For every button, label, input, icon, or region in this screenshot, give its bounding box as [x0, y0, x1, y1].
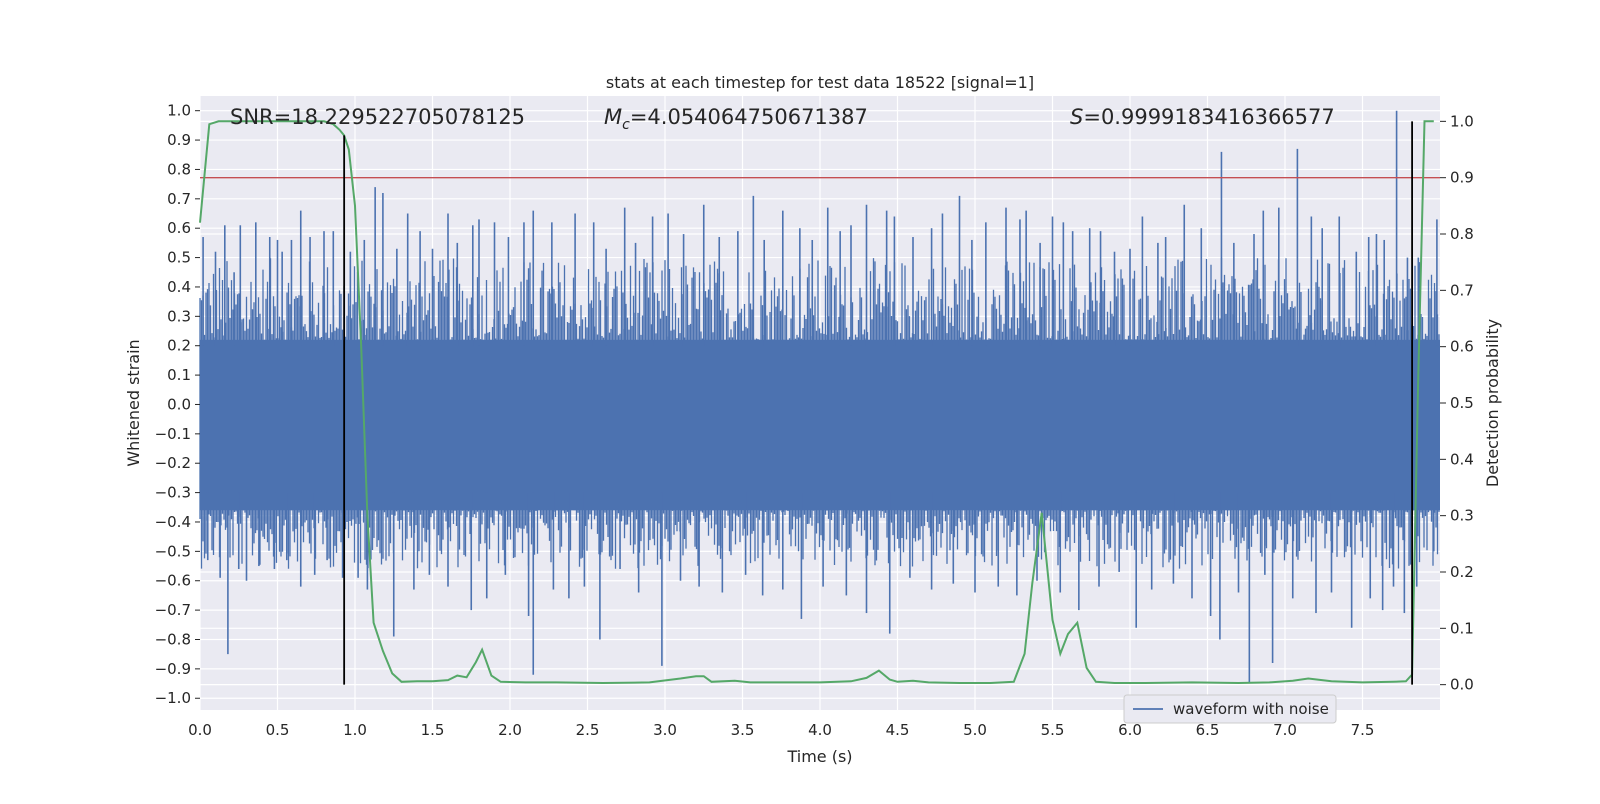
statistic-symbol: S	[1070, 105, 1083, 129]
y-tick-label: 0.1	[167, 366, 191, 384]
x-tick-label: 3.5	[731, 721, 755, 739]
chirp-mass-value: =4.054064750671387	[630, 105, 868, 129]
x-tick-label: 5.0	[963, 721, 987, 739]
x-tick-label: 1.5	[421, 721, 445, 739]
x-axis-ticks: 0.0 0.5 1.0 1.5 2.0 2.5 3.0 3.5 4.0 4.5 5.0 5.5 6.0 6…	[188, 721, 1374, 739]
legend: waveform with noise	[1123, 694, 1337, 724]
statistic-value: =0.9999183416366577	[1083, 105, 1334, 129]
x-tick-label: 7.5	[1351, 721, 1375, 739]
y2-tick-label: 0.0	[1450, 676, 1474, 694]
y2-tick-label: 0.1	[1450, 619, 1474, 637]
y-tick-label: −1.0	[155, 689, 191, 707]
waveform-series	[199, 110, 1440, 684]
legend-box	[1123, 694, 1337, 724]
y2-tick-label: 0.3	[1450, 507, 1474, 525]
y-tick-label: −0.6	[155, 572, 191, 590]
y-tick-label: −0.2	[155, 454, 191, 472]
y-tick-label: −0.1	[155, 425, 191, 443]
probability-series	[199, 120, 1434, 685]
y2-tick-label: 0.9	[1450, 169, 1474, 187]
y2-tick-label: 0.4	[1450, 450, 1474, 468]
x-tick-label: 4.0	[808, 721, 832, 739]
y-tick-label: 0.9	[167, 131, 191, 149]
y2-tick-label: 1.0	[1450, 112, 1474, 130]
detection-probability-line	[199, 120, 1434, 685]
y2-axis-ticks: 1.0 0.9 0.8 0.7 0.6 0.5 0.4 0.3 0.2 0.1 0.0	[1440, 112, 1474, 694]
x-tick-label: 0.5	[266, 721, 290, 739]
x-tick-label: 6.5	[1196, 721, 1220, 739]
y-tick-label: 0.8	[167, 160, 191, 178]
x-tick-label: 6.0	[1118, 721, 1142, 739]
chirp-mass-symbol: M	[604, 105, 622, 129]
x-tick-label: 1.0	[343, 721, 367, 739]
x-axis-label: Time (s)	[786, 747, 852, 766]
waveform-noise-trace	[199, 257, 1440, 569]
y-axis-label: Whitened strain	[124, 339, 143, 466]
vertical-markers	[343, 121, 1413, 685]
y-tick-label: −0.8	[155, 630, 191, 648]
y-tick-label: 0.3	[167, 307, 191, 325]
x-tick-label: 0.0	[188, 721, 212, 739]
y2-tick-label: 0.2	[1450, 563, 1474, 581]
y-axis-ticks: 1.0 0.9 0.8 0.7 0.6 0.5 0.4 0.3 0.2 0.1 0.0 −0.1 −0.…	[155, 102, 200, 707]
x-tick-label: 7.0	[1273, 721, 1297, 739]
x-tick-label: 2.0	[498, 721, 522, 739]
legend-label: waveform with noise	[1173, 700, 1329, 718]
y-tick-label: −0.4	[155, 513, 191, 531]
chart-title: stats at each timestep for test data 185…	[606, 73, 1034, 92]
x-tick-label: 5.5	[1041, 721, 1065, 739]
x-tick-label: 4.5	[886, 721, 910, 739]
y-tick-label: −0.5	[155, 542, 191, 560]
y2-tick-label: 0.7	[1450, 281, 1474, 299]
y2-tick-label: 0.8	[1450, 225, 1474, 243]
y-tick-label: −0.3	[155, 484, 191, 502]
y2-tick-label: 0.5	[1450, 394, 1474, 412]
chirp-mass-subscript: c	[622, 117, 630, 133]
chirp-mass-annotation: Mc=4.054064750671387	[604, 105, 868, 133]
y-tick-label: 0.2	[167, 337, 191, 355]
y2-tick-label: 0.6	[1450, 338, 1474, 356]
y-tick-label: 0.6	[167, 219, 191, 237]
y-tick-label: 0.4	[167, 278, 191, 296]
y-tick-label: −0.9	[155, 660, 191, 678]
y-tick-label: 0.0	[167, 395, 191, 413]
x-tick-label: 2.5	[576, 721, 600, 739]
x-tick-label: 3.0	[653, 721, 677, 739]
y-tick-label: 0.7	[167, 190, 191, 208]
statistic-annotation: S=0.9999183416366577	[1070, 105, 1335, 129]
y-tick-label: 1.0	[167, 102, 191, 120]
snr-annotation: SNR=18.229522705078125	[230, 105, 525, 129]
y-tick-label: 0.5	[167, 249, 191, 267]
y2-axis-label: Detection probability	[1483, 319, 1502, 487]
y-tick-label: −0.7	[155, 601, 191, 619]
